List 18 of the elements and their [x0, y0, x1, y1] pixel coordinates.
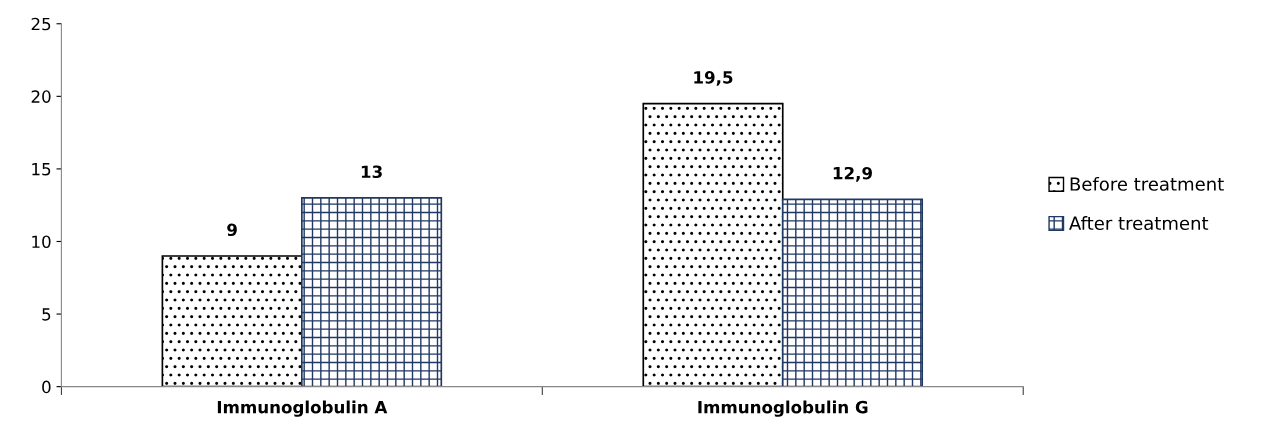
- data-label: 19,5: [694, 71, 733, 86]
- y-tick-label: 15: [32, 163, 51, 176]
- y-tick-label: 0: [42, 380, 51, 394]
- data-label: 12,9: [833, 166, 872, 182]
- y-tick-label: 20: [31, 90, 51, 103]
- y-tick-label: 5: [42, 308, 51, 321]
- legend-label: After treatment: [1069, 216, 1209, 231]
- bar: [161, 255, 303, 387]
- y-tick-label: 10: [32, 235, 51, 249]
- bar: [781, 198, 924, 387]
- bar: [642, 102, 784, 387]
- data-label: 13: [361, 165, 382, 179]
- x-tick-label: Immunoglobulin A: [217, 400, 388, 417]
- data-label: 9: [227, 223, 237, 237]
- bar: [301, 197, 443, 387]
- y-tick-label: 25: [31, 17, 51, 31]
- x-tick-label: Immunoglobulin G: [698, 400, 868, 417]
- legend-label: Before treatment: [1070, 176, 1224, 191]
